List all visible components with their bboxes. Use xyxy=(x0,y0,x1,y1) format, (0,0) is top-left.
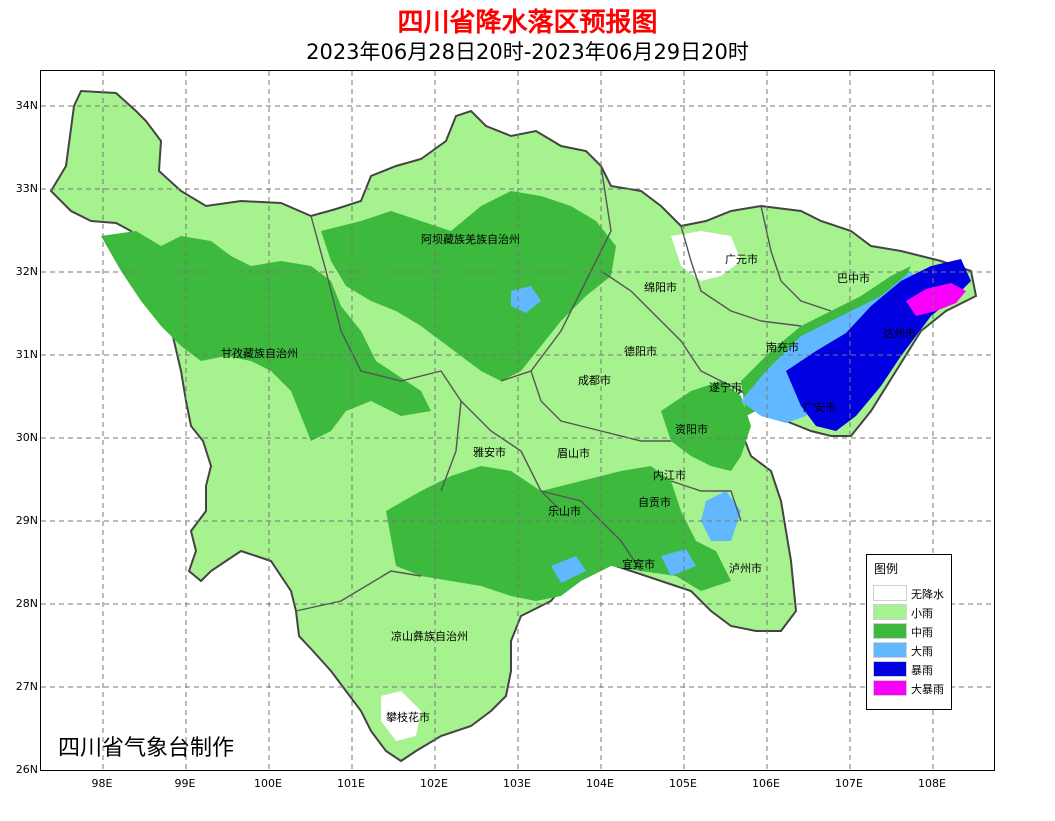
place-label: 眉山市 xyxy=(557,446,590,460)
lat-label-34n: 34N xyxy=(15,99,38,112)
place-label: 乐山市 xyxy=(548,504,581,518)
place-label: 广元市 xyxy=(725,252,758,266)
heavy-rainstorm-area xyxy=(906,283,966,316)
place-label: 资阳市 xyxy=(675,422,708,436)
place-labels: 阿坝藏族羌族自治州 甘孜藏族自治州 广元市 巴中市 绵阳市 达州市 南充市 德阳… xyxy=(221,232,916,724)
legend-swatch xyxy=(873,642,907,658)
moderate-rain-south xyxy=(386,466,731,601)
place-label: 成都市 xyxy=(578,373,611,387)
legend-title: 图例 xyxy=(874,562,899,576)
lat-label-30n: 30N xyxy=(15,431,38,444)
heavy-rain-southeast xyxy=(701,491,741,541)
precipitation-map: 阿坝藏族羌族自治州 甘孜藏族自治州 广元市 巴中市 绵阳市 达州市 南充市 德阳… xyxy=(41,71,994,770)
place-label: 凉山彝族自治州 xyxy=(391,629,468,643)
place-label: 绵阳市 xyxy=(644,280,677,294)
heavy-rain-spot-2 xyxy=(551,556,586,583)
legend-label: 中雨 xyxy=(911,626,933,639)
legend-label: 暴雨 xyxy=(911,664,933,677)
place-label: 阿坝藏族羌族自治州 xyxy=(421,232,520,246)
heavy-rain-spot-3 xyxy=(661,549,696,576)
lat-label-27n: 27N xyxy=(15,680,38,693)
legend-item-heavy-rainstorm: 大暴雨 xyxy=(873,680,951,696)
place-label: 巴中市 xyxy=(837,271,870,285)
lon-label-103e: 103E xyxy=(503,777,531,790)
lat-label-26n: 26N xyxy=(15,763,38,776)
city-borders xyxy=(295,165,832,612)
lat-label-28n: 28N xyxy=(15,597,38,610)
lon-label-101e: 101E xyxy=(337,777,365,790)
legend-swatch xyxy=(873,680,907,696)
legend-swatch xyxy=(873,661,907,677)
legend-swatch xyxy=(873,585,907,601)
place-label: 雅安市 xyxy=(473,445,506,459)
lat-label-29n: 29N xyxy=(15,514,38,527)
place-label: 攀枝花市 xyxy=(386,710,430,724)
legend-label: 无降水 xyxy=(911,588,944,601)
place-label: 内江市 xyxy=(653,468,686,482)
no-rain-area-1 xyxy=(671,231,741,281)
place-label: 遂宁市 xyxy=(709,380,742,394)
legend-label: 小雨 xyxy=(911,607,933,620)
map-subtitle: 2023年06月28日20时-2023年06月29日20时 xyxy=(306,40,749,64)
legend-swatch xyxy=(873,623,907,639)
lon-label-107e: 107E xyxy=(835,777,863,790)
lon-label-102e: 102E xyxy=(420,777,448,790)
legend-item-rainstorm: 暴雨 xyxy=(873,661,951,677)
lon-label-98e: 98E xyxy=(91,777,113,790)
place-label: 广安市 xyxy=(803,400,836,414)
legend-swatch xyxy=(873,604,907,620)
lon-label-104e: 104E xyxy=(586,777,614,790)
moderate-rain-east xyxy=(661,381,751,471)
legend-item-light: 小雨 xyxy=(873,604,951,620)
lon-label-99e: 99E xyxy=(174,777,196,790)
legend-item-none: 无降水 xyxy=(873,585,951,601)
legend-item-moderate: 中雨 xyxy=(873,623,951,639)
province-light-rain-area xyxy=(49,89,978,763)
moderate-rain-north xyxy=(321,191,616,381)
place-label: 达州市 xyxy=(883,326,916,340)
legend-item-heavy: 大雨 xyxy=(873,642,951,658)
legend-label: 大雨 xyxy=(911,645,933,658)
legend: 图例 无降水 小雨 中雨 大雨 暴雨 大暴雨 xyxy=(866,554,952,710)
issuer-credit: 四川省气象台制作 xyxy=(58,736,235,761)
graticule xyxy=(41,71,994,770)
place-label: 宜宾市 xyxy=(622,557,655,571)
place-label: 南充市 xyxy=(766,340,799,354)
map-frame: 阿坝藏族羌族自治州 甘孜藏族自治州 广元市 巴中市 绵阳市 达州市 南充市 德阳… xyxy=(40,70,995,771)
map-title: 四川省降水落区预报图 xyxy=(397,8,658,38)
place-label: 甘孜藏族自治州 xyxy=(221,346,298,360)
lat-label-32n: 32N xyxy=(15,265,38,278)
place-label: 德阳市 xyxy=(624,344,657,358)
no-rain-area-2 xyxy=(381,691,421,741)
lon-label-100e: 100E xyxy=(254,777,282,790)
place-label: 自贡市 xyxy=(638,495,671,509)
lon-label-106e: 106E xyxy=(752,777,780,790)
moderate-rain-west xyxy=(101,231,431,441)
lat-label-33n: 33N xyxy=(15,182,38,195)
legend-label: 大暴雨 xyxy=(911,683,944,696)
lon-label-105e: 105E xyxy=(669,777,697,790)
place-label: 泸州市 xyxy=(729,561,762,575)
lat-label-31n: 31N xyxy=(15,348,38,361)
lon-label-108e: 108E xyxy=(918,777,946,790)
